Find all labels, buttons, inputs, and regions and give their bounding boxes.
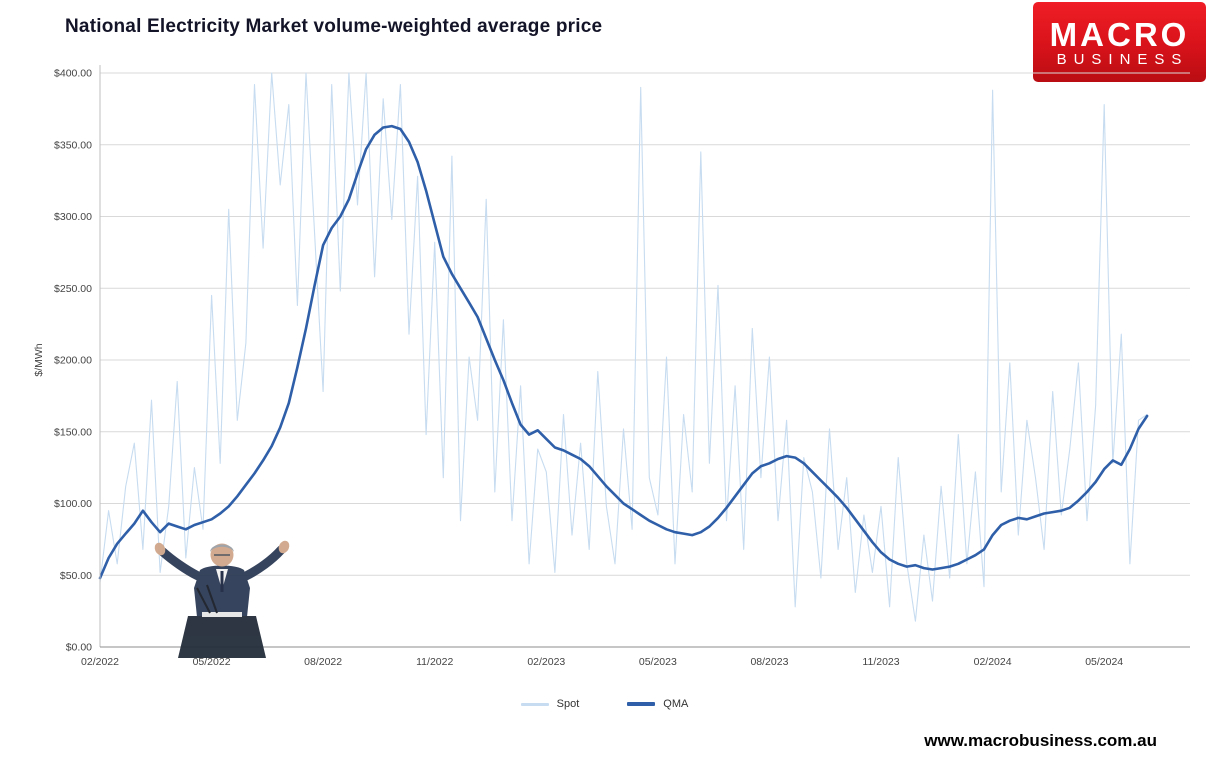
y-axis-title: $/MWh <box>33 343 45 376</box>
y-tick-label: $50.00 <box>60 570 92 582</box>
website-watermark-text: www.macrobusiness.com.au <box>924 731 1157 750</box>
logo-text-business: BUSINESS <box>1056 50 1189 68</box>
spot-line-swatch <box>520 702 549 706</box>
price-chart: $0.00 $50.00 $100.00 $150.00 $200.00 $250.00 $… <box>33 65 1190 668</box>
legend-item-spot: Spot <box>520 698 580 710</box>
logo-text-macro: MACRO <box>1049 15 1190 53</box>
macrobusiness-logo: MACRO BUSINESS <box>1033 2 1206 82</box>
y-tick-label: $100.00 <box>54 498 92 510</box>
x-tick-label: 05/2024 <box>1085 656 1123 668</box>
y-tick-label: $150.00 <box>54 426 92 438</box>
x-tick-label: 05/2022 <box>193 656 231 668</box>
chart-legend: Spot QMA <box>0 698 1209 710</box>
qma-line-swatch <box>627 702 656 706</box>
x-tick-label: 02/2024 <box>974 656 1012 668</box>
x-tick-label: 02/2023 <box>527 656 565 668</box>
y-tick-label: $350.00 <box>54 139 92 151</box>
series-spot-line <box>99 72 1148 622</box>
y-tick-label: $0.00 <box>66 642 92 654</box>
legend-label-spot: Spot <box>556 698 580 710</box>
y-tick-label: $300.00 <box>54 211 92 223</box>
x-tick-label: 05/2023 <box>639 656 677 668</box>
chart-title: National Electricity Market volume-weigh… <box>65 16 603 37</box>
series-qma-line <box>98 124 1149 580</box>
x-tick-label: 11/2023 <box>862 656 899 668</box>
y-tick-label: $250.00 <box>54 283 92 295</box>
legend-label-qma: QMA <box>663 698 689 710</box>
x-tick-label: 02/2022 <box>81 656 119 668</box>
x-tick-label: 11/2022 <box>416 656 453 668</box>
x-tick-label: 08/2023 <box>750 656 788 668</box>
legend-item-qma: QMA <box>627 698 688 710</box>
y-tick-label: $400.00 <box>54 68 92 80</box>
x-tick-label: 08/2022 <box>304 656 342 668</box>
y-tick-label: $200.00 <box>54 355 92 367</box>
